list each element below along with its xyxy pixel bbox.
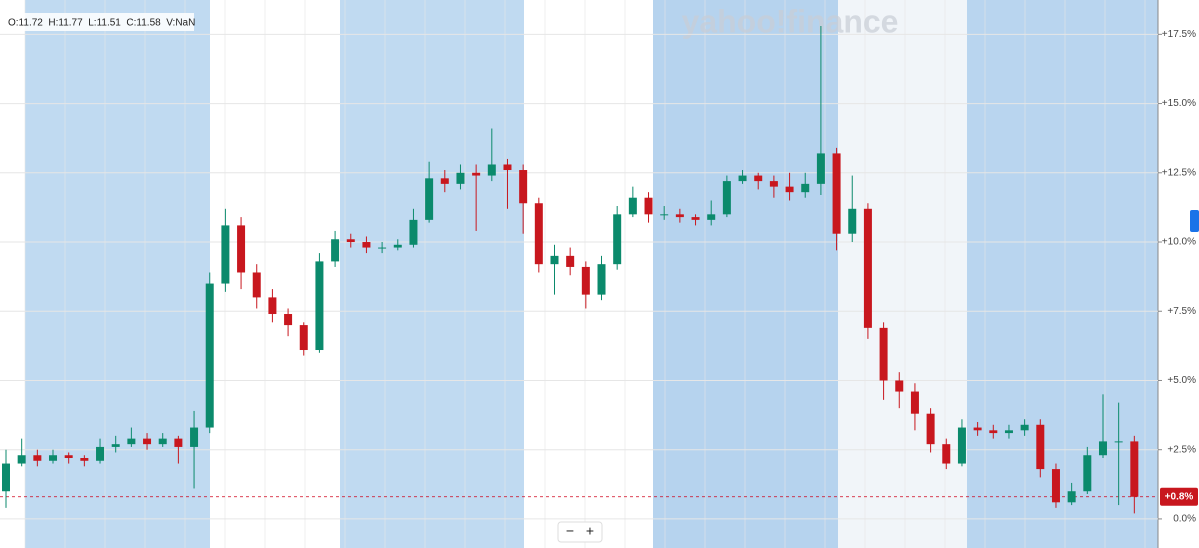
candle-body — [346, 239, 355, 243]
y-tick-label: +12.5% — [1162, 167, 1196, 178]
candle-body — [17, 455, 26, 464]
candle-body — [2, 463, 10, 492]
candle-body — [863, 208, 872, 328]
candle-body — [378, 247, 387, 249]
candle-body — [957, 427, 966, 464]
candle-body — [707, 214, 716, 220]
candle-body — [96, 446, 105, 461]
candle-body — [362, 242, 371, 248]
candle-body — [581, 266, 590, 295]
candle-body — [440, 178, 449, 184]
candle-body — [691, 217, 700, 220]
candle-body — [769, 181, 778, 187]
candle-body — [1036, 424, 1045, 470]
candle-body — [816, 153, 825, 184]
candle-body — [252, 272, 261, 298]
candle-body — [754, 175, 763, 182]
candle-body — [503, 164, 512, 171]
ohlc-bg — [4, 13, 194, 31]
candle-body — [722, 181, 731, 215]
candle-body — [268, 297, 277, 315]
candle-body — [472, 172, 481, 176]
candle-body — [785, 186, 794, 193]
candle-body — [1051, 469, 1060, 503]
candle-body — [910, 391, 919, 414]
candle-body — [1083, 455, 1092, 492]
candle-body — [597, 264, 606, 295]
candle-body — [221, 225, 230, 284]
candle-body — [660, 214, 669, 216]
candle-body — [534, 203, 543, 265]
candle-body — [895, 380, 904, 392]
session-band — [967, 0, 1158, 548]
candle-body — [331, 239, 340, 262]
candle-body — [127, 438, 136, 445]
y-tick-label: +5.0% — [1167, 375, 1196, 386]
candle-body — [832, 153, 841, 234]
candle-body — [926, 413, 935, 445]
candle-body — [644, 197, 653, 215]
y-tick-label: +15.0% — [1162, 98, 1196, 109]
last-price-label: +0.8% — [1165, 491, 1194, 502]
candle-body — [143, 438, 152, 445]
candle-body — [80, 458, 89, 461]
y-tick-label: +7.5% — [1167, 306, 1196, 317]
candle-body — [315, 261, 324, 351]
zoom-in-button[interactable]: + — [586, 523, 594, 539]
candle-body — [879, 327, 888, 381]
y-tick-label: +17.5% — [1162, 29, 1196, 40]
candle-body — [738, 175, 747, 182]
candle-body — [284, 314, 293, 326]
session-bands — [25, 0, 1158, 548]
expand-tab[interactable] — [1190, 210, 1199, 232]
candle-body — [33, 455, 42, 461]
candle-body — [1130, 441, 1139, 497]
watermark: yahoo!finance — [682, 3, 899, 39]
candle-body — [237, 225, 246, 273]
session-band — [838, 0, 967, 548]
candle-body — [1114, 441, 1123, 443]
candle-body — [205, 283, 214, 428]
candle-body — [550, 255, 559, 265]
candle-body — [174, 438, 183, 447]
session-band — [25, 0, 210, 548]
candle-body — [487, 164, 496, 176]
candle-body — [675, 214, 684, 218]
candle-body — [393, 244, 402, 248]
candle-body — [989, 430, 998, 434]
candle-body — [973, 427, 982, 431]
candle-body — [566, 255, 575, 267]
candle-body — [111, 444, 120, 447]
candle-body — [456, 172, 465, 184]
candle-body — [1020, 424, 1029, 431]
candle-body — [848, 208, 857, 234]
candle-body — [1067, 491, 1076, 503]
zoom-controls: − + — [557, 521, 603, 543]
candle-body — [49, 455, 58, 461]
zoom-box — [557, 521, 603, 543]
candle-body — [613, 214, 622, 265]
zoom-out-button[interactable]: − — [566, 523, 574, 539]
candle-body — [425, 178, 434, 220]
last-price-box — [1160, 487, 1198, 506]
y-tick-label: +10.0% — [1162, 237, 1196, 248]
session-band — [340, 0, 524, 548]
candle-body — [801, 183, 810, 193]
candle-body — [64, 455, 73, 459]
candle-body — [299, 325, 308, 351]
ohlc-readout: O:11.72 H:11.77 L:11.51 C:11.58 V:NaN — [8, 18, 195, 29]
candle-body — [158, 438, 167, 445]
candle-body — [190, 427, 199, 447]
candle-body — [942, 444, 951, 464]
y-tick-label: +2.5% — [1167, 444, 1196, 455]
candle-body — [519, 170, 528, 204]
candle-body — [628, 197, 637, 215]
candle-body — [1098, 441, 1107, 456]
candle-body — [1004, 430, 1013, 434]
candle-body — [409, 219, 418, 245]
y-tick-label: 0.0% — [1173, 514, 1196, 525]
